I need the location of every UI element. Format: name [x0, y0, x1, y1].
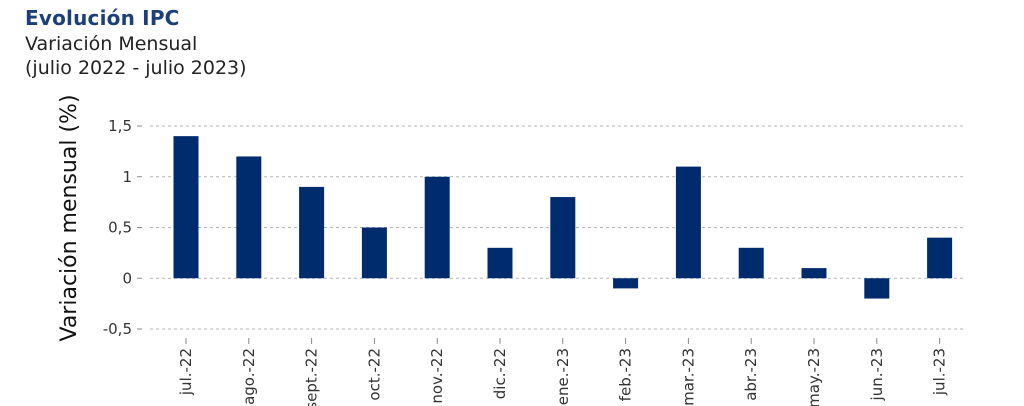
bar-jul.-23: [927, 237, 953, 279]
chart-subtitle: Variación Mensual: [25, 33, 198, 55]
bar-abr.-23: [738, 247, 764, 279]
bar-ene.-23: [550, 197, 576, 279]
x-tick-label: mar.-23: [679, 348, 697, 406]
bar-nov.-22: [424, 176, 450, 279]
x-tick-label: dic.-22: [491, 348, 509, 399]
chart-header: Evolución IPC Variación Mensual (julio 2…: [25, 6, 247, 80]
bar-may.-23: [801, 268, 827, 279]
y-tick-label: 1: [122, 168, 132, 186]
x-tick-label: ene.-23: [554, 348, 572, 405]
y-tick-label: -0,5: [103, 320, 132, 338]
bar-sept.-22: [299, 186, 325, 279]
bar-jul.-22: [173, 136, 199, 279]
x-tick-label: ago.-22: [240, 348, 258, 405]
y-tick-label: 1,5: [108, 117, 132, 135]
bar-ago.-22: [236, 156, 262, 279]
bar-oct.-22: [361, 227, 387, 279]
x-axis-ticks: jul.-22 ago.-22 sept.-22 oct.-22 nov.-22 dic.…: [177, 338, 949, 406]
x-tick-label: jul.-22: [177, 348, 195, 396]
x-tick-label: jun.-23: [868, 348, 886, 401]
y-axis-title: Variación mensual (%): [57, 94, 82, 341]
x-tick-label: oct.-22: [365, 348, 383, 401]
chart-title: Evolución IPC: [25, 6, 180, 30]
x-tick-label: feb.-23: [617, 348, 635, 401]
bar-mar.-23: [675, 166, 701, 279]
bars: [173, 136, 953, 299]
y-tick-label: 0: [122, 269, 132, 287]
bar-dic.-22: [487, 247, 513, 279]
x-tick-label: may.-23: [805, 348, 823, 406]
y-tick-label: 0,5: [108, 219, 132, 237]
x-tick-label: abr.-23: [742, 348, 760, 401]
bar-feb.-23: [613, 278, 639, 289]
chart-period: (julio 2022 - julio 2023): [25, 57, 247, 79]
x-tick-label: sept.-22: [303, 348, 321, 406]
bar-jun.-23: [864, 278, 890, 299]
x-tick-label: jul.-23: [931, 348, 949, 396]
x-tick-label: nov.-22: [428, 348, 446, 404]
y-axis-ticks: -0,5 0 0,5 1 1,5: [103, 117, 142, 338]
